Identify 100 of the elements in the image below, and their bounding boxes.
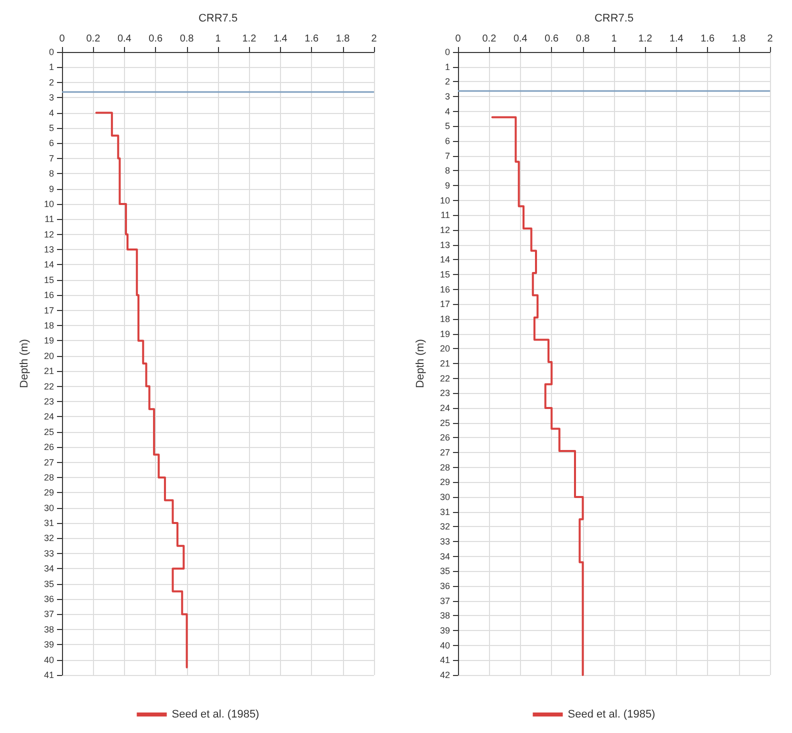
y-tick-label: 27 bbox=[44, 457, 54, 468]
y-tick-label: 29 bbox=[440, 477, 450, 488]
y-tick-label: 38 bbox=[44, 624, 54, 634]
x-axis-title: CRR7.5 bbox=[594, 12, 634, 24]
y-tick-label: 40 bbox=[440, 640, 450, 650]
y-tick-label: 2 bbox=[48, 77, 54, 88]
y-tick-label: 20 bbox=[44, 350, 54, 361]
y-tick-label: 33 bbox=[44, 548, 54, 558]
x-tick-label: 2 bbox=[767, 34, 774, 44]
y-tick-label: 19 bbox=[44, 336, 54, 346]
y-tick-label: 41 bbox=[44, 670, 54, 680]
y-tick-label: 3 bbox=[444, 92, 450, 102]
y-tick-label: 16 bbox=[440, 284, 450, 294]
y-axis-title: Depth (m) bbox=[18, 339, 30, 388]
y-tick-label: 8 bbox=[48, 168, 54, 179]
y-tick-label: 2 bbox=[444, 76, 450, 87]
y-tick-label: 11 bbox=[440, 210, 450, 220]
y-tick-label: 29 bbox=[44, 488, 54, 498]
line-series bbox=[491, 116, 584, 676]
y-tick-label: 33 bbox=[440, 536, 450, 546]
y-tick-label: 35 bbox=[440, 566, 450, 576]
y-tick-label: 20 bbox=[440, 344, 450, 354]
y-tick-label: 37 bbox=[44, 609, 54, 620]
y-tick-label: 36 bbox=[440, 581, 450, 591]
y-tick-label: 41 bbox=[440, 655, 450, 666]
x-tick-label: 1 bbox=[215, 34, 222, 44]
legend-label: Seed et al. (1985) bbox=[172, 708, 260, 720]
y-tick-label: 0 bbox=[444, 47, 450, 57]
y-tick-label: 26 bbox=[44, 442, 54, 452]
y-tick-label: 39 bbox=[440, 626, 450, 636]
y-tick-label: 15 bbox=[44, 274, 54, 285]
y-tick-label: 3 bbox=[48, 92, 54, 103]
y-tick-label: 32 bbox=[44, 533, 54, 544]
y-tick-label: 1 bbox=[444, 62, 450, 72]
y-tick-label: 10 bbox=[44, 198, 54, 209]
y-tick-label: 21 bbox=[44, 366, 54, 376]
y-tick-label: 14 bbox=[44, 260, 54, 270]
y-tick-label: 32 bbox=[440, 522, 450, 532]
x-tick-label: 0.2 bbox=[482, 34, 497, 44]
y-tick-label: 28 bbox=[440, 462, 450, 472]
y-tick-label: 7 bbox=[444, 150, 450, 161]
y-tick-label: 13 bbox=[440, 240, 450, 250]
x-tick-label: 0.8 bbox=[180, 34, 194, 44]
y-tick-label: 16 bbox=[44, 290, 54, 300]
line-series bbox=[95, 112, 188, 668]
x-tick-label: 1.2 bbox=[638, 34, 653, 44]
y-tick-label: 15 bbox=[440, 270, 450, 280]
y-tick-label: 5 bbox=[48, 122, 54, 133]
y-tick-label: 39 bbox=[44, 640, 54, 650]
y-axis-title: Depth (m) bbox=[414, 339, 426, 388]
x-tick-label: 0.4 bbox=[513, 34, 528, 44]
x-tick-label: 0 bbox=[455, 34, 462, 44]
x-tick-label: 0 bbox=[59, 34, 66, 44]
y-tick-label: 42 bbox=[440, 670, 450, 680]
y-tick-label: 34 bbox=[44, 564, 54, 574]
x-tick-label: 1 bbox=[611, 34, 618, 44]
y-tick-label: 10 bbox=[440, 195, 450, 206]
y-tick-label: 6 bbox=[444, 136, 450, 146]
y-tick-label: 17 bbox=[44, 305, 54, 316]
x-tick-label: 1.2 bbox=[242, 34, 257, 44]
legend-label: Seed et al. (1985) bbox=[568, 708, 656, 720]
y-tick-label: 35 bbox=[44, 578, 54, 589]
y-tick-label: 28 bbox=[44, 472, 54, 482]
y-tick-label: 12 bbox=[44, 229, 54, 240]
y-tick-label: 8 bbox=[444, 166, 450, 176]
x-tick-label: 1.8 bbox=[732, 34, 746, 44]
y-tick-label: 9 bbox=[48, 184, 54, 194]
y-tick-label: 5 bbox=[444, 121, 450, 132]
y-tick-label: 31 bbox=[44, 518, 54, 528]
y-tick-label: 34 bbox=[440, 551, 450, 562]
y-tick-label: 4 bbox=[444, 106, 450, 116]
x-tick-label: 1.4 bbox=[669, 34, 684, 44]
y-tick-label: 12 bbox=[440, 225, 450, 235]
y-tick-label: 23 bbox=[44, 396, 54, 406]
x-tick-label: 0.6 bbox=[544, 34, 559, 44]
y-tick-label: 25 bbox=[44, 426, 54, 437]
y-tick-label: 23 bbox=[440, 388, 450, 398]
y-tick-label: 19 bbox=[440, 328, 450, 339]
x-tick-label: 1.6 bbox=[700, 34, 715, 44]
y-tick-label: 1 bbox=[48, 62, 54, 72]
y-tick-label: 26 bbox=[440, 432, 450, 443]
x-tick-label: 1.4 bbox=[273, 34, 288, 44]
x-tick-label: 2 bbox=[371, 34, 378, 44]
y-tick-label: 7 bbox=[48, 153, 54, 164]
y-tick-label: 11 bbox=[44, 214, 54, 224]
y-tick-label: 17 bbox=[440, 299, 450, 310]
x-tick-label: 1.6 bbox=[304, 34, 319, 44]
y-tick-label: 0 bbox=[48, 47, 54, 57]
y-tick-label: 4 bbox=[48, 108, 54, 118]
y-tick-label: 30 bbox=[440, 492, 450, 502]
y-tick-label: 22 bbox=[44, 381, 54, 392]
y-tick-label: 36 bbox=[44, 594, 54, 604]
x-tick-label: 0.6 bbox=[148, 34, 163, 44]
y-tick-label: 18 bbox=[440, 314, 450, 324]
x-tick-label: 1.8 bbox=[336, 34, 350, 44]
y-tick-label: 38 bbox=[440, 610, 450, 621]
y-tick-label: 6 bbox=[48, 138, 54, 148]
y-tick-label: 14 bbox=[440, 254, 450, 265]
y-tick-label: 27 bbox=[440, 448, 450, 458]
y-tick-label: 30 bbox=[44, 502, 54, 513]
